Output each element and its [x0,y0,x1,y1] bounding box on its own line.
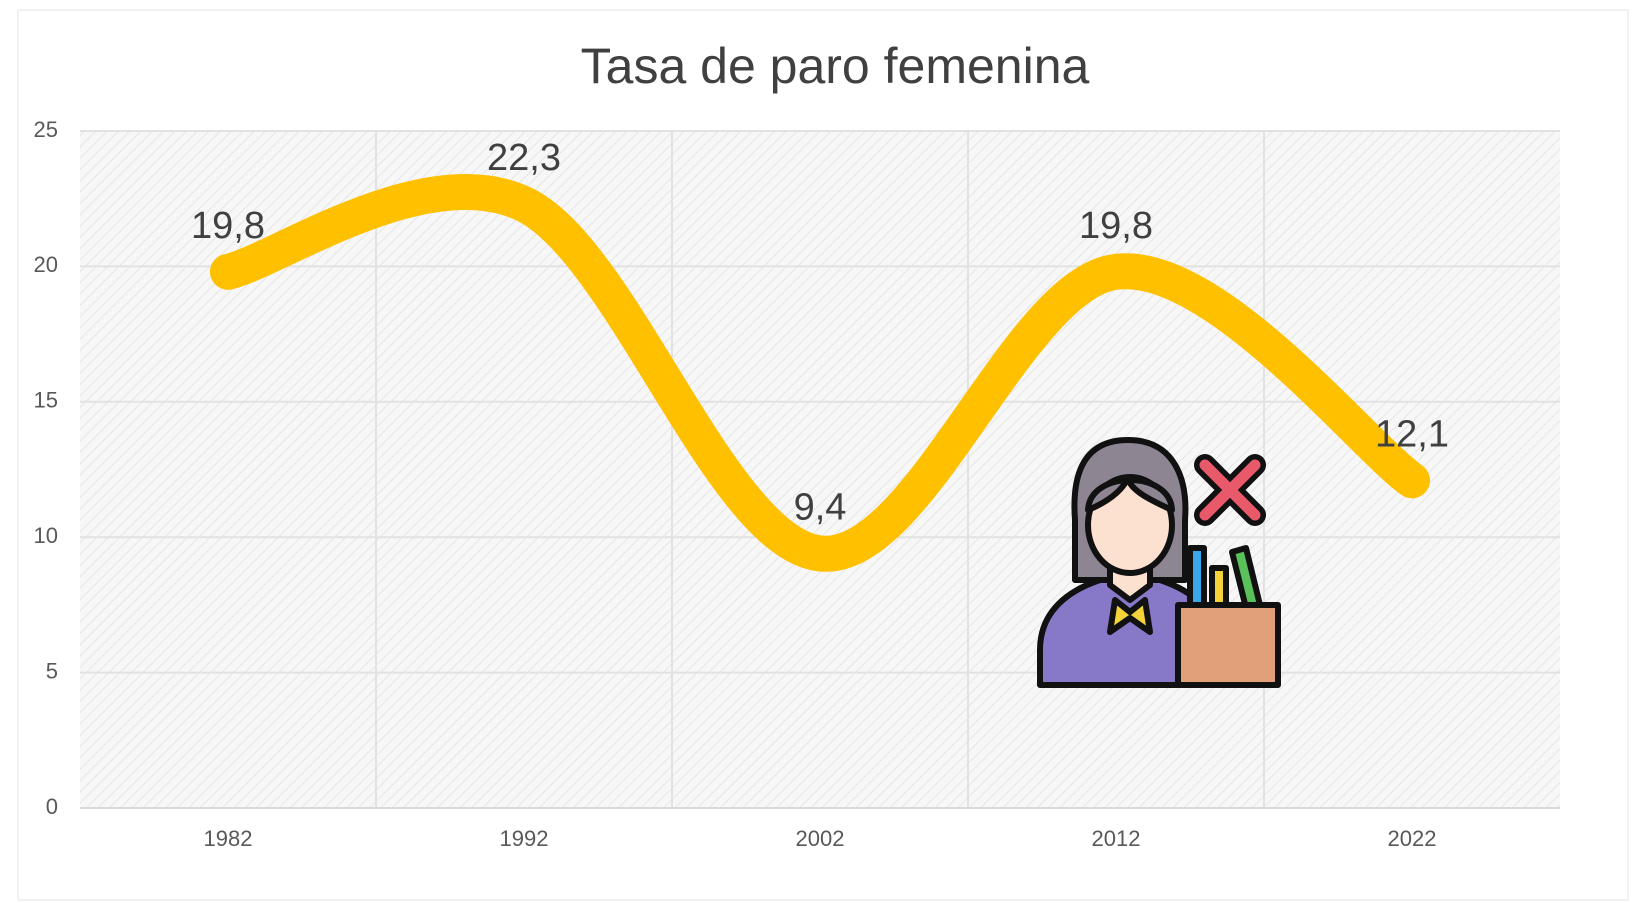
x-tick-label: 2002 [796,826,845,851]
page: Tasa de paro femenina 0 5 10 15 20 25 1982 1992… [0,0,1635,903]
chart: Tasa de paro femenina 0 5 10 15 20 25 1982 1992… [0,0,1635,903]
y-tick-label: 5 [46,658,58,683]
x-tick-label: 1992 [500,826,549,851]
x-tick-label: 2022 [1388,826,1437,851]
y-tick-label: 0 [46,794,58,819]
y-tick-label: 25 [34,117,58,142]
icon-woman-box [1040,440,1278,685]
value-label: 22,3 [487,137,561,179]
x-tick-label: 1982 [204,826,253,851]
chart-title: Tasa de paro femenina [581,38,1090,94]
value-label: 12,1 [1375,413,1449,455]
value-label: 9,4 [794,486,847,528]
value-label: 19,8 [191,205,265,247]
y-tick-label: 10 [34,523,58,548]
value-label: 19,8 [1079,205,1153,247]
y-tick-label: 20 [34,252,58,277]
x-tick-label: 2012 [1092,826,1141,851]
y-tick-label: 15 [34,388,58,413]
